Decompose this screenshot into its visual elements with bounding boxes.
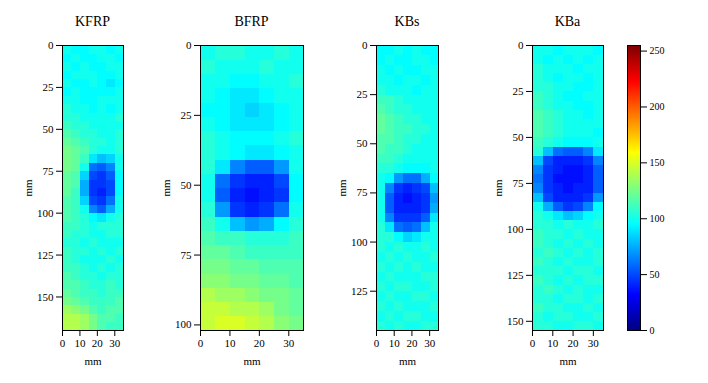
svg-text:50: 50 [43,123,55,135]
svg-text:25: 25 [357,88,369,100]
svg-text:mm: mm [399,355,417,367]
svg-text:75: 75 [43,165,55,177]
svg-text:125: 125 [351,285,368,297]
svg-text:mm: mm [160,179,172,197]
svg-text:100: 100 [351,236,368,248]
svg-text:mm: mm [492,179,504,197]
svg-text:100: 100 [507,223,524,235]
svg-text:mm: mm [559,355,577,367]
svg-text:75: 75 [357,186,369,198]
svg-text:0: 0 [198,337,204,349]
svg-text:125: 125 [37,249,54,261]
svg-text:20: 20 [92,337,104,349]
svg-text:10: 10 [547,337,559,349]
html-text:KFRP: KFRP [75,14,110,29]
svg-text:150: 150 [507,315,524,327]
svg-text:200: 200 [650,101,665,112]
svg-text:250: 250 [650,45,665,56]
svg-text:150: 150 [37,290,54,302]
svg-text:0: 0 [518,39,524,51]
svg-text:mm: mm [336,179,348,197]
svg-text:50: 50 [650,269,660,280]
svg-text:100: 100 [37,207,54,219]
svg-text:10: 10 [224,337,236,349]
svg-text:50: 50 [357,137,369,149]
svg-text:0: 0 [186,39,192,51]
svg-text:25: 25 [513,85,525,97]
svg-text:25: 25 [181,109,193,121]
svg-text:150: 150 [650,157,665,168]
svg-text:50: 50 [513,131,525,143]
svg-text:0: 0 [374,337,380,349]
svg-text:10: 10 [74,337,86,349]
svg-text:0: 0 [60,337,66,349]
svg-text:30: 30 [109,337,121,349]
html-text:KBa: KBa [554,14,581,29]
svg-text:75: 75 [181,249,193,261]
svg-text:30: 30 [588,337,600,349]
svg-text:75: 75 [513,177,525,189]
svg-text:mm: mm [84,355,102,367]
svg-text:10: 10 [389,337,401,349]
svg-text:100: 100 [650,213,665,224]
svg-text:20: 20 [254,337,266,349]
svg-text:mm: mm [22,179,34,197]
svg-text:0: 0 [650,325,655,336]
html-text:KBs: KBs [394,14,420,29]
svg-text:25: 25 [43,81,55,93]
svg-text:100: 100 [175,318,192,330]
svg-text:30: 30 [424,337,436,349]
svg-text:30: 30 [283,337,295,349]
svg-text:50: 50 [181,179,193,191]
svg-text:0: 0 [362,39,368,51]
svg-text:0: 0 [530,337,536,349]
svg-text:20: 20 [406,337,418,349]
svg-text:0: 0 [48,39,54,51]
svg-text:mm: mm [243,355,261,367]
svg-text:20: 20 [568,337,580,349]
html-text:BFRP: BFRP [234,14,269,29]
svg-text:125: 125 [507,269,524,281]
